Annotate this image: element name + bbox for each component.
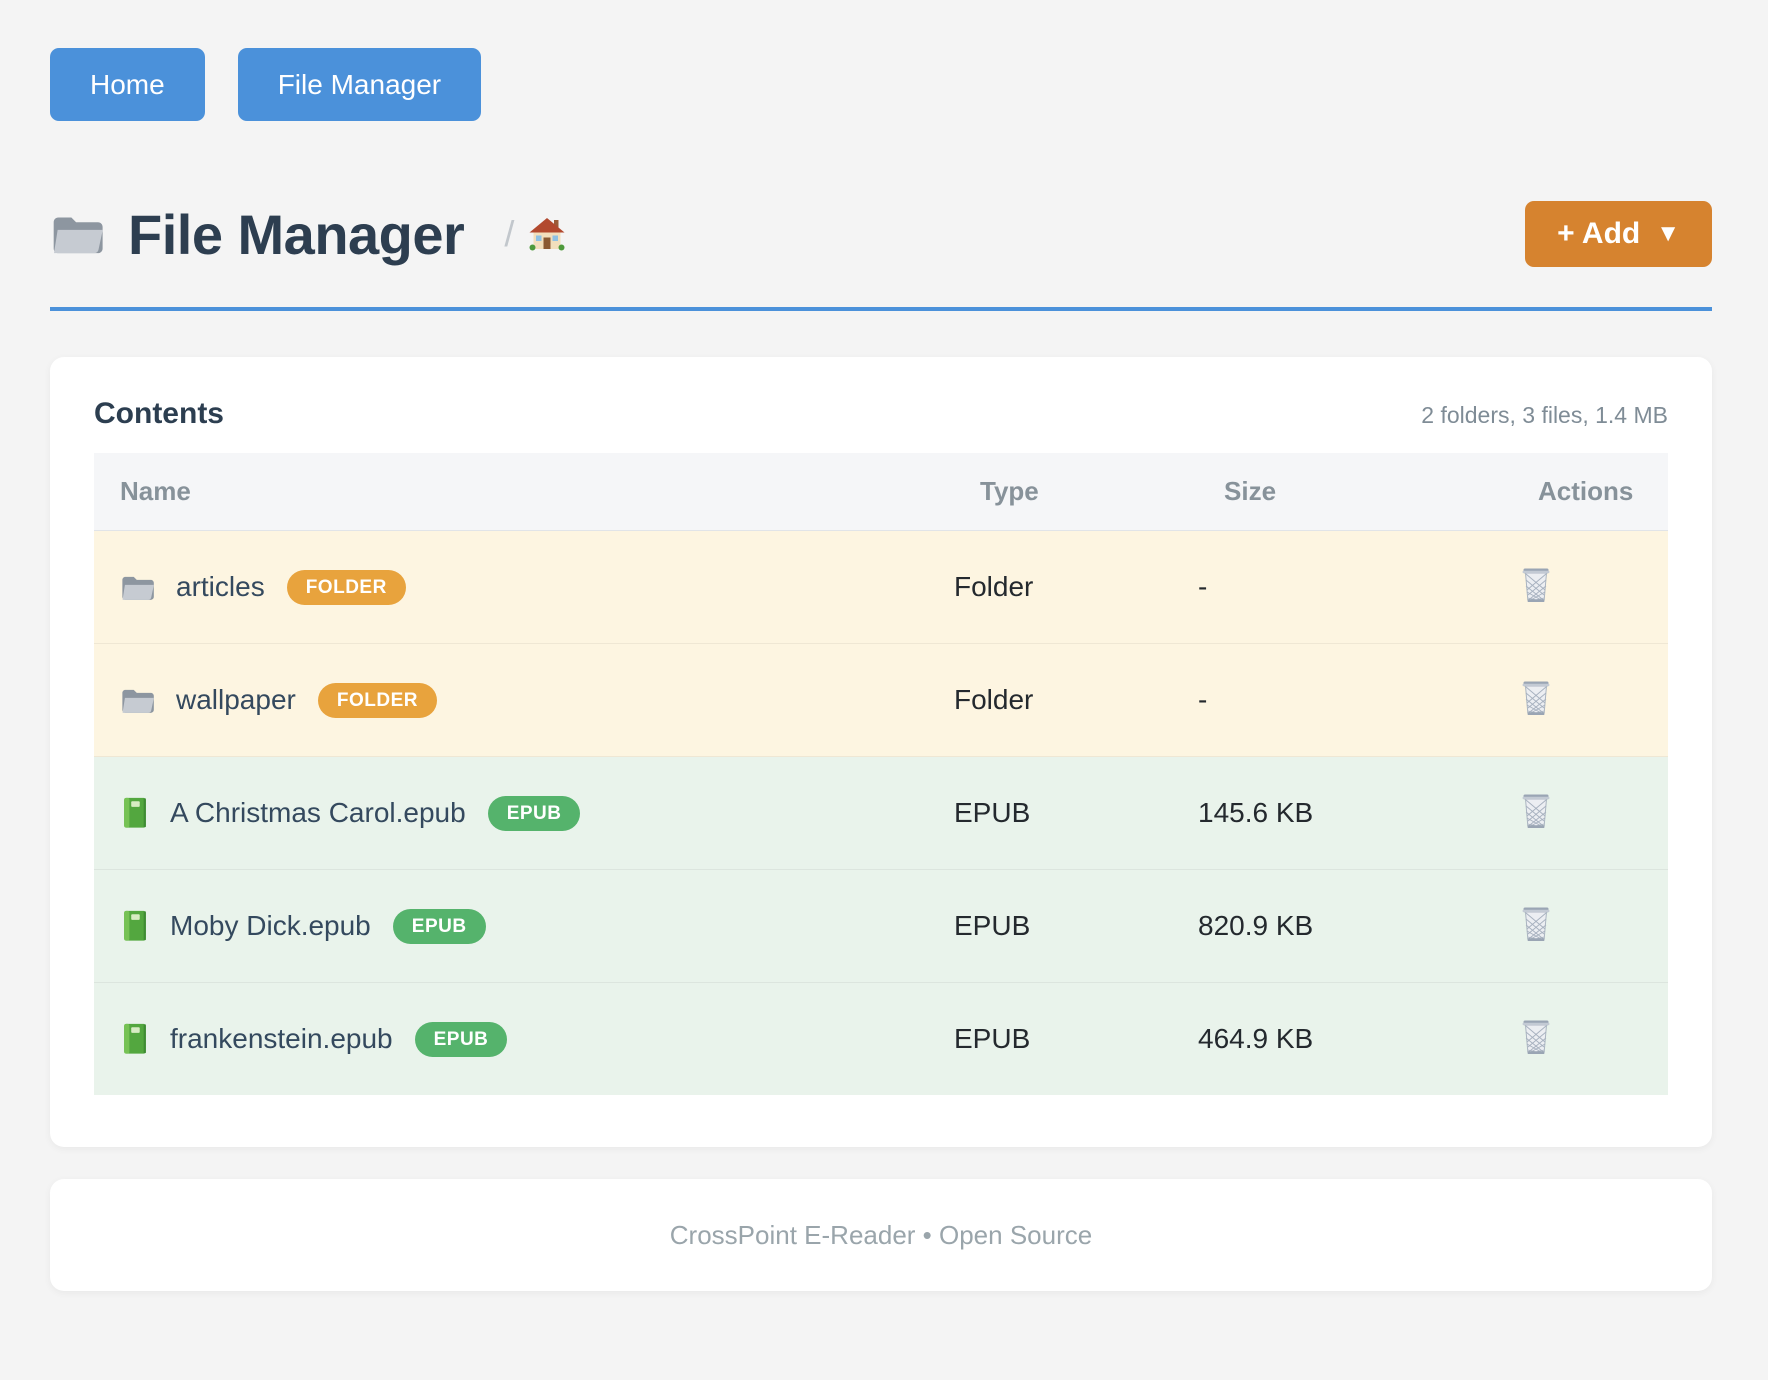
type-badge: FOLDER [317, 682, 437, 718]
add-button-label: + Add [1557, 217, 1641, 250]
file-name-cell: frankenstein.epub EPUB [94, 1021, 954, 1057]
contents-summary: 2 folders, 3 files, 1.4 MB [1421, 402, 1668, 428]
folder-name-link[interactable]: articles [176, 571, 265, 602]
folder-icon [122, 576, 154, 600]
page-title: File Manager [128, 202, 465, 266]
file-size-cell: 464.9 KB [1198, 1023, 1314, 1054]
nav-file-manager-button[interactable]: File Manager [237, 48, 482, 121]
file-type-cell: EPUB [954, 797, 1031, 828]
add-button[interactable]: + Add ▼ [1525, 201, 1712, 267]
trash-icon [1522, 681, 1550, 715]
delete-button[interactable] [1518, 790, 1554, 830]
top-nav: Home File Manager [50, 48, 1712, 121]
type-badge: FOLDER [286, 569, 406, 605]
column-header-size: Size [1198, 453, 1512, 531]
book-epub-icon [124, 910, 146, 941]
book-epub-icon [124, 1023, 146, 1054]
table-row: articles FOLDER Folder - [94, 530, 1668, 644]
folder-icon [122, 689, 154, 713]
file-type-cell: EPUB [954, 1023, 1031, 1054]
book-epub-icon [124, 797, 146, 828]
contents-heading: Contents [94, 397, 224, 430]
file-name-cell: wallpaper FOLDER [94, 682, 954, 718]
trash-icon [1522, 1020, 1550, 1054]
file-size-cell: - [1198, 684, 1208, 715]
file-name-cell: A Christmas Carol.epub EPUB [94, 795, 954, 831]
table-row: wallpaper FOLDER Folder - [94, 643, 1668, 757]
column-header-type: Type [954, 453, 1198, 531]
file-type-cell: EPUB [954, 910, 1031, 941]
file-name-link[interactable]: frankenstein.epub [170, 1023, 393, 1054]
nav-home-button[interactable]: Home [50, 48, 205, 121]
file-name-link[interactable]: A Christmas Carol.epub [170, 797, 466, 828]
file-name-cell: articles FOLDER [94, 569, 954, 605]
breadcrumb-separator: / [504, 213, 515, 254]
type-badge: EPUB [487, 795, 581, 831]
file-size-cell: - [1198, 571, 1208, 602]
table-header-row: Name Type Size Actions [94, 453, 1668, 531]
file-size-cell: 145.6 KB [1198, 797, 1314, 828]
table-row: A Christmas Carol.epub EPUB EPUB 145.6 KB [94, 756, 1668, 870]
folder-name-link[interactable]: wallpaper [176, 684, 296, 715]
file-size-cell: 820.9 KB [1198, 910, 1314, 941]
file-type-cell: Folder [954, 684, 1034, 715]
chevron-down-icon: ▼ [1656, 220, 1680, 247]
file-table: Name Type Size Actions articles FOLDER Fol… [94, 453, 1668, 1095]
delete-button[interactable] [1518, 564, 1554, 604]
folder-icon [53, 217, 103, 254]
delete-button[interactable] [1518, 677, 1554, 717]
column-header-name: Name [94, 453, 954, 531]
contents-card: Contents 2 folders, 3 files, 1.4 MB Name… [50, 357, 1712, 1147]
contents-card-header: Contents 2 folders, 3 files, 1.4 MB [94, 397, 1668, 431]
type-badge: EPUB [392, 908, 486, 944]
table-row: frankenstein.epub EPUB EPUB 464.9 KB [94, 982, 1668, 1095]
house-icon[interactable] [528, 216, 566, 252]
column-header-actions: Actions [1512, 453, 1668, 531]
delete-button[interactable] [1518, 1016, 1554, 1056]
type-badge: EPUB [414, 1021, 508, 1057]
breadcrumb: / [504, 213, 566, 255]
table-row: Moby Dick.epub EPUB EPUB 820.9 KB [94, 869, 1668, 983]
trash-icon [1522, 794, 1550, 828]
page-header: File Manager / + Add ▼ [50, 201, 1712, 311]
footer: CrossPoint E-Reader • Open Source [50, 1179, 1712, 1291]
trash-icon [1522, 568, 1550, 602]
file-name-link[interactable]: Moby Dick.epub [170, 910, 371, 941]
footer-text: CrossPoint E-Reader • Open Source [669, 1219, 1093, 1250]
trash-icon [1522, 907, 1550, 941]
delete-button[interactable] [1518, 903, 1554, 943]
file-name-cell: Moby Dick.epub EPUB [94, 908, 954, 944]
file-type-cell: Folder [954, 571, 1034, 602]
